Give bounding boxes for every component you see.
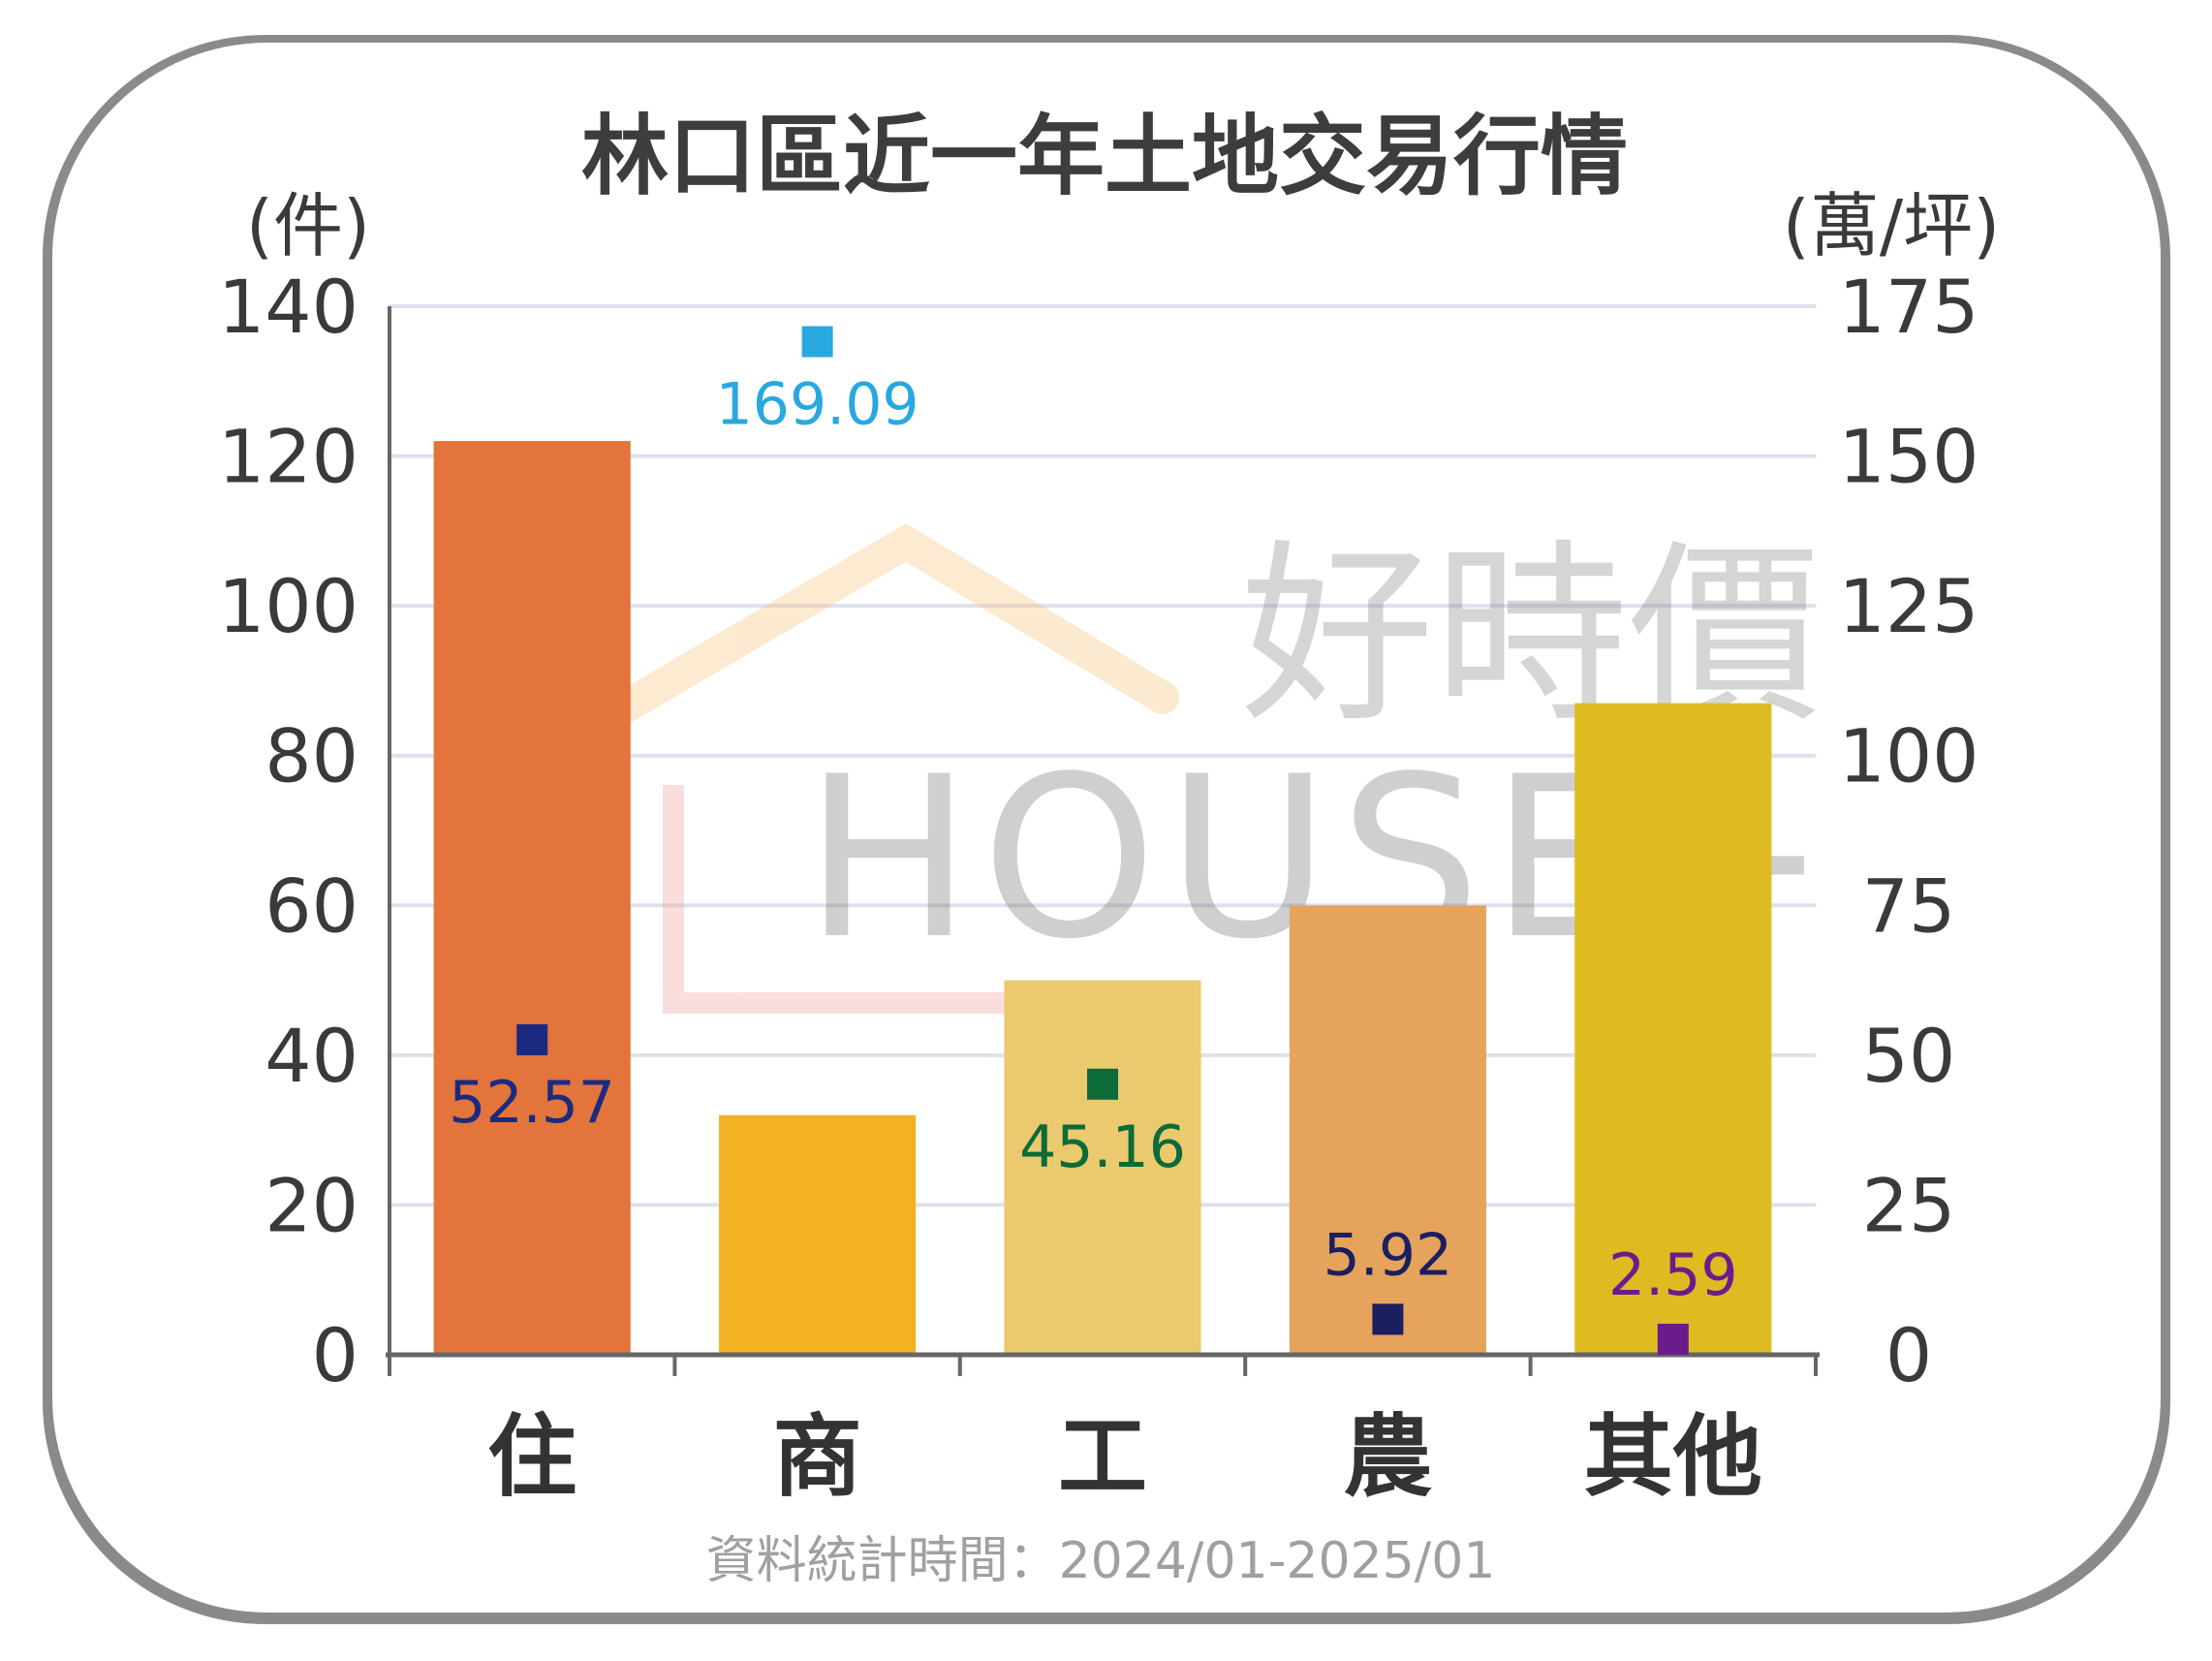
bar-4 (1574, 703, 1772, 1355)
left-tick-label: 140 (218, 264, 358, 350)
right-tick-label: 150 (1838, 414, 1978, 500)
bar-1 (719, 1114, 917, 1355)
point-marker (1657, 1323, 1689, 1355)
point-marker (1372, 1303, 1404, 1335)
bars (433, 441, 1772, 1356)
watermark-house-wall (663, 785, 1042, 1014)
points: 52.57 169.09 45.16 5.92 2.59 (449, 326, 1738, 1355)
point-label: 52.57 (449, 1069, 615, 1137)
right-tick-label: 100 (1838, 713, 1978, 799)
right-tick-label: 0 (1885, 1312, 1932, 1398)
point-marker (516, 1023, 548, 1055)
point-label: 2.59 (1608, 1241, 1738, 1309)
right-tick-label: 125 (1838, 563, 1978, 649)
footnote: 資料統計時間：2024/01-2025/01 (706, 1532, 1496, 1590)
point-label: 169.09 (716, 371, 919, 439)
left-tick-label: 120 (218, 414, 358, 500)
left-tick-label: 20 (265, 1162, 358, 1248)
point-label: 45.16 (1019, 1113, 1186, 1181)
chart-title: 林口區近一年土地交易行情 (581, 106, 1628, 207)
left-tick-label: 40 (265, 1013, 358, 1099)
point-marker (1087, 1068, 1118, 1100)
right-tick-label: 25 (1862, 1162, 1956, 1248)
point-label: 5.92 (1324, 1221, 1453, 1289)
axes: 0 20 40 60 80 100 120 140 0 25 50 75 100 125 150 175 住 商 工… (218, 264, 1979, 1509)
bar-3 (1289, 905, 1486, 1355)
left-tick-label: 80 (265, 713, 358, 799)
bar-0 (433, 441, 631, 1356)
left-tick-label: 100 (218, 563, 358, 649)
right-tick-label: 50 (1862, 1013, 1956, 1099)
category-label: 其他 (1584, 1405, 1762, 1509)
point-marker (801, 326, 833, 358)
category-label: 工 (1058, 1405, 1147, 1509)
category-label: 農 (1343, 1405, 1432, 1509)
left-axis-unit: (件) (246, 185, 370, 266)
right-tick-label: 175 (1838, 264, 1978, 350)
left-tick-label: 0 (312, 1312, 358, 1398)
right-axis-unit: (萬/坪) (1783, 185, 2000, 266)
category-label: 住 (487, 1405, 576, 1509)
left-tick-label: 60 (265, 862, 358, 949)
right-tick-label: 75 (1862, 862, 1956, 949)
bar-2 (1004, 980, 1201, 1355)
category-label: 商 (773, 1405, 862, 1509)
